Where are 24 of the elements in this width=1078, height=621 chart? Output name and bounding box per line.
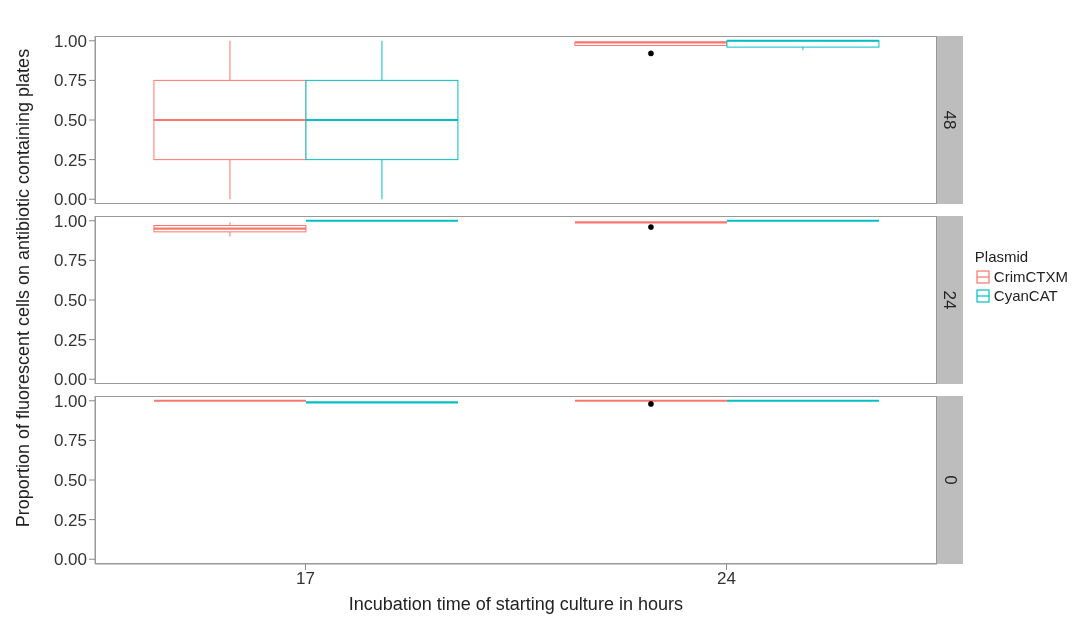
y-tick-label: 0.50 [53, 471, 87, 491]
y-tick-label: 0.00 [53, 370, 87, 390]
x-tick-label: 17 [295, 569, 315, 589]
y-tick-label: 0.00 [53, 550, 87, 570]
y-tick-label: 1.00 [53, 211, 87, 231]
y-tick-label: 0.25 [53, 150, 87, 170]
y-tick-label: 0.75 [53, 431, 87, 451]
legend-title: Plasmid [974, 248, 1030, 265]
y-tick-label: 0.25 [53, 510, 87, 530]
text: 48 [939, 110, 960, 130]
y-axis-title: Proportion of fluorescent cells on antibiotic containing plates [12, 48, 34, 528]
y-tick-label: 0.25 [53, 330, 87, 350]
y-tick-label: 0.75 [53, 251, 87, 271]
y-tick-label: 0.75 [53, 71, 87, 91]
y-tick-label: 0.50 [53, 291, 87, 311]
text: 0 [939, 475, 960, 485]
y-tick-label: 0.50 [53, 111, 87, 131]
y-tick-label: 1.00 [53, 31, 87, 51]
legend-label: CyanCAT [993, 287, 1058, 304]
y-tick-label: 0.00 [53, 190, 87, 210]
x-axis-title: Incubation time of starting culture in hours [347, 594, 684, 615]
y-tick-label: 1.00 [53, 391, 87, 411]
legend-label: CrimCTXM [993, 268, 1068, 285]
text: 24 [939, 290, 960, 310]
